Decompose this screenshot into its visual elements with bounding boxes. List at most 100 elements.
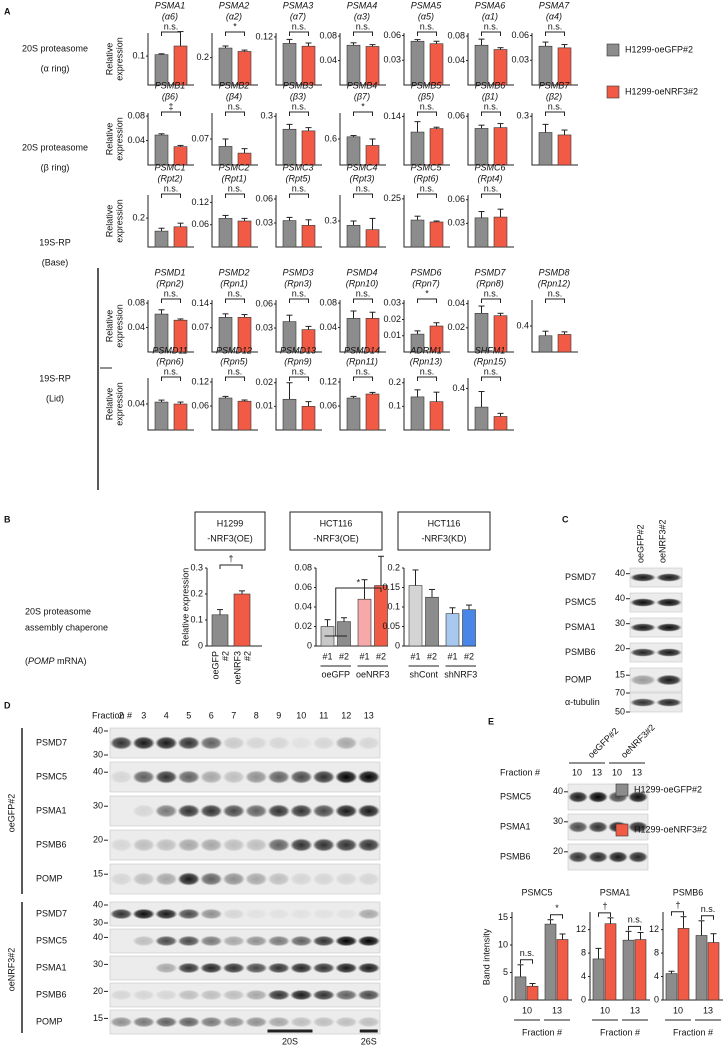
- blot-band: [290, 1016, 313, 1028]
- significance: n.s.: [356, 21, 371, 31]
- chart-title: HCT116: [428, 518, 461, 528]
- panel-label: A: [4, 6, 11, 16]
- significance-bracket: [481, 193, 501, 198]
- chart-subtitle: (Rpn6): [156, 356, 184, 366]
- significance: n.s.: [520, 948, 535, 958]
- marker-label: 30: [553, 816, 563, 826]
- marker-label: 15: [615, 670, 625, 680]
- chart-subtitle: (Rpt4): [477, 173, 502, 183]
- x-tick-label: #2: [339, 651, 349, 661]
- y-tick-label: 0.1: [190, 614, 203, 624]
- row-label: (β ring): [41, 162, 70, 172]
- significance: n.s.: [701, 904, 716, 914]
- blot-band: [110, 989, 133, 1001]
- significance: *: [357, 577, 361, 587]
- significance: n.s.: [420, 101, 435, 111]
- bar: [538, 45, 553, 86]
- chart-subtitle: (α3): [354, 11, 370, 21]
- blot-band: [357, 838, 380, 852]
- significance-bracket: [289, 193, 309, 198]
- complex-label: 26S: [361, 1036, 377, 1046]
- blot-band: [222, 1016, 245, 1028]
- legend-label: H1299-oeNRF3#2: [634, 824, 707, 834]
- y-axis-label: Band intensity: [481, 928, 491, 985]
- y-axis-label: expression: [114, 199, 124, 243]
- title-box: [194, 511, 266, 551]
- y-tick-label: 0.3: [190, 562, 203, 572]
- blot-band: [177, 872, 200, 886]
- y-tick-label: 0.08: [127, 110, 145, 120]
- bar: [493, 315, 508, 353]
- chart-title: PSMA4: [347, 0, 378, 10]
- column-label: oeGFP#2: [635, 524, 645, 563]
- significance-bracket: [225, 193, 245, 198]
- bar: [346, 44, 361, 86]
- chart-title: PSMB2: [219, 80, 250, 90]
- legend-label: H1299-oeGFP#2: [634, 784, 702, 794]
- bar: [301, 406, 316, 431]
- row-label: POMP: [36, 1016, 63, 1026]
- x-tick-label: #1: [359, 651, 369, 661]
- blot-band: [588, 851, 608, 863]
- fraction-number: 9: [276, 710, 281, 720]
- y-tick-label: 0.2: [196, 52, 209, 62]
- bar: [218, 47, 233, 86]
- significance-bracket: [161, 376, 181, 381]
- row-label: α-tubulin: [565, 697, 600, 707]
- significance-bracket: [671, 911, 684, 916]
- significance: *: [361, 101, 365, 111]
- chart-title: PSMA6: [475, 0, 506, 10]
- row-label: PSMA1: [36, 805, 67, 815]
- chart-title: PSMD3: [282, 267, 313, 277]
- significance: n.s.: [356, 366, 371, 376]
- row-label: POMP: [565, 674, 592, 684]
- legend-label: H1299-oeNRF3#2: [625, 86, 698, 96]
- y-tick-label: 0.02: [255, 377, 273, 387]
- chart-title: PSMA2: [219, 0, 250, 10]
- chart-title: PSMD12: [216, 345, 252, 355]
- bar: [233, 593, 251, 647]
- fraction-label: Fraction #: [92, 710, 132, 720]
- chart-title: -NRF3(OE): [313, 533, 359, 543]
- chart-subtitle: (α7): [290, 11, 306, 21]
- significance: n.s.: [356, 288, 371, 298]
- significance: n.s.: [228, 101, 243, 111]
- chart-title: PSMC6: [474, 162, 505, 172]
- blot-band: [630, 598, 656, 607]
- blot-band: [177, 1016, 200, 1028]
- y-tick-label: 0.06: [447, 111, 465, 121]
- blot-band: [200, 804, 223, 818]
- bar: [154, 230, 169, 248]
- bar: [556, 939, 569, 1001]
- chart-subtitle: (Rpt5): [285, 173, 310, 183]
- title-box: [397, 511, 491, 551]
- bar: [445, 613, 460, 647]
- blot-band: [630, 623, 656, 632]
- blot-band: [245, 935, 268, 947]
- bar: [408, 585, 423, 647]
- blot-band: [335, 989, 358, 1001]
- y-tick-label: 0.12: [191, 376, 209, 386]
- panel-label: D: [4, 700, 11, 710]
- bar: [493, 416, 508, 431]
- significance-bracket: [161, 298, 181, 303]
- blot-band: [267, 770, 290, 784]
- y-tick-label: 0.06: [447, 194, 465, 204]
- fraction-number: 13: [364, 710, 374, 720]
- blot-band: [568, 851, 588, 863]
- fraction-number: 13: [632, 767, 642, 777]
- blot-band: [312, 838, 335, 852]
- blot-band: [630, 573, 656, 582]
- legend-swatch: [615, 823, 629, 837]
- fraction-number: 8: [254, 710, 259, 720]
- blot-band: [155, 1016, 178, 1028]
- bar: [154, 134, 169, 166]
- marker-label: 40: [615, 593, 625, 603]
- column-label: oeNRF3#2: [657, 519, 667, 563]
- significance: n.s.: [164, 288, 179, 298]
- row-label: PSMA1: [565, 622, 596, 632]
- bar: [173, 226, 188, 248]
- legend-swatch: [615, 783, 629, 797]
- marker-label: 20: [93, 835, 103, 845]
- blot-band: [335, 872, 358, 886]
